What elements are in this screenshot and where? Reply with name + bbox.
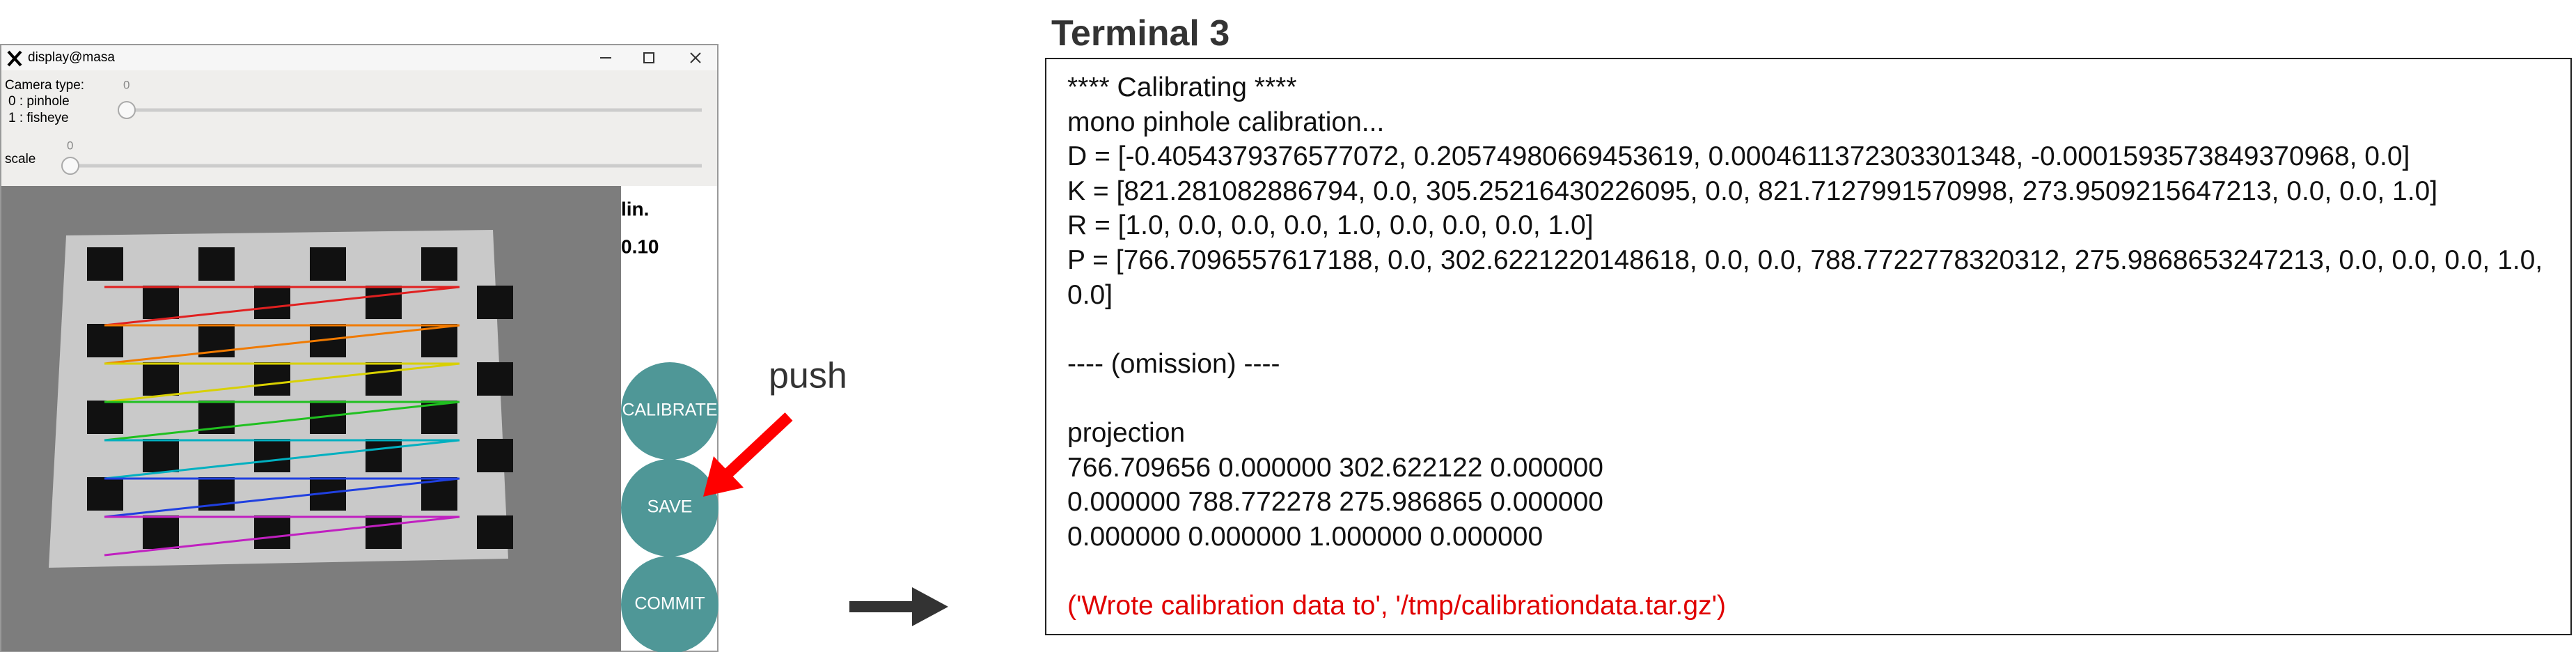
title-bar — [1, 45, 717, 70]
controls-panel — [1, 70, 717, 186]
window-title: display@masa — [28, 50, 115, 65]
corner-line — [104, 286, 460, 327]
board-square — [477, 286, 513, 319]
board-square — [366, 362, 402, 396]
option-label: 0 : pinhole — [8, 94, 70, 109]
button-label: COMMIT — [634, 594, 705, 614]
board-square — [477, 362, 513, 396]
close-button[interactable] — [690, 52, 701, 63]
board-square — [87, 247, 123, 281]
board-square — [366, 286, 402, 319]
board-square — [477, 515, 513, 549]
terminal-line: P = [766.7096557617188, 0.0, 302.6221220… — [1067, 244, 2543, 310]
board-square — [143, 515, 179, 549]
board-square — [143, 286, 179, 319]
slider-knob[interactable] — [118, 101, 136, 119]
terminal-line: R = [1.0, 0.0, 0.0, 0.0, 1.0, 0.0, 0.0, … — [1067, 210, 1594, 241]
board-square — [143, 439, 179, 472]
board-square — [477, 439, 513, 472]
annotation: push — [769, 356, 847, 396]
terminal-line: projection — [1067, 417, 1186, 448]
board-square — [366, 439, 402, 472]
red-arrow-head — [703, 456, 744, 497]
board-square — [87, 324, 123, 357]
corner-line — [104, 439, 460, 480]
button-label: CALIBRATE — [622, 401, 717, 420]
board-square — [198, 247, 235, 281]
terminal-block: projection 766.709656 0.000000 302.622122… — [1067, 416, 2550, 554]
x-icon — [7, 50, 22, 67]
arrow-head — [912, 587, 948, 626]
board-square — [254, 362, 290, 396]
terminal: **** Calibrating **** mono pinhole calibr… — [1045, 58, 2572, 635]
button[interactable] — [621, 459, 718, 557]
terminal-line: ---- (omission) ---- — [1067, 348, 1280, 379]
maximize-button[interactable] — [643, 52, 654, 63]
board-square — [87, 477, 123, 511]
board-square — [421, 247, 457, 281]
corner-line — [104, 324, 460, 365]
terminal-line: K = [821.281082886794, 0.0, 305.25216430… — [1067, 176, 2438, 206]
slider-knob[interactable] — [61, 157, 79, 175]
board-square — [87, 401, 123, 434]
scale-label: scale — [5, 152, 36, 166]
corner-line — [104, 515, 460, 557]
terminal-block: ('Wrote calibration data to', '/tmp/cali… — [1067, 589, 2550, 623]
corner-line — [104, 401, 460, 442]
corner-line — [104, 477, 460, 518]
terminal-title: Terminal 3 — [1051, 13, 1230, 54]
button-label: SAVE — [647, 497, 693, 517]
panel-label: lin. — [621, 198, 649, 219]
corner-line — [104, 362, 460, 403]
slider-value: 0 — [123, 78, 129, 91]
terminal-line: **** Calibrating **** — [1067, 72, 1297, 102]
camera-image — [1, 186, 621, 651]
terminal-line: D = [-0.4054379376577072, 0.205749806694… — [1067, 141, 2410, 172]
terminal-line: ('Wrote calibration data to', '/tmp/cali… — [1067, 590, 1727, 621]
button[interactable] — [621, 556, 718, 652]
red-arrow-shaft — [720, 412, 793, 481]
terminal-block: ---- (omission) ---- — [1067, 347, 2550, 382]
terminal-line: 766.709656 0.000000 302.622122 0.000000 — [1067, 452, 1603, 483]
board-square — [366, 515, 402, 549]
panel-value: 0.10 — [621, 235, 659, 257]
board-square — [254, 515, 290, 549]
terminal-line: 0.000000 788.772278 275.986865 0.000000 — [1067, 487, 1603, 518]
slider-value: 0 — [67, 139, 73, 152]
button[interactable] — [621, 362, 718, 460]
board-square — [310, 247, 346, 281]
board-square — [254, 439, 290, 472]
board-square — [143, 362, 179, 396]
terminal-line: mono pinhole calibration... — [1067, 107, 1385, 137]
terminal-block: **** Calibrating **** mono pinhole calibr… — [1067, 70, 2550, 312]
option-label: 1 : fisheye — [8, 111, 69, 125]
board-square — [254, 286, 290, 319]
terminal-line: 0.000000 0.000000 1.000000 0.000000 — [1067, 521, 1544, 552]
camera-type-label: Camera type: — [5, 78, 84, 93]
